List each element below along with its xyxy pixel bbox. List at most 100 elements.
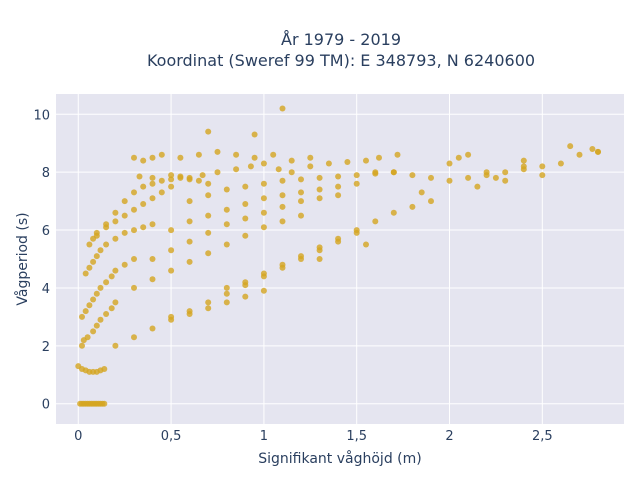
data-point-0-160 <box>344 159 351 165</box>
data-point-0-7 <box>101 366 108 372</box>
data-point-0-149 <box>177 173 184 180</box>
data-point-0-128 <box>372 169 379 176</box>
data-point-0-62 <box>205 180 212 187</box>
data-point-0-190 <box>140 157 147 164</box>
data-point-0-46 <box>140 201 147 207</box>
data-point-0-74 <box>168 267 175 274</box>
data-point-0-50 <box>93 232 100 239</box>
data-point-0-116 <box>223 284 230 291</box>
data-point-0-195 <box>214 148 221 155</box>
data-point-0-86 <box>223 221 230 228</box>
y-tick-label-0: 0 <box>42 398 50 413</box>
data-point-0-79 <box>260 224 267 231</box>
data-point-0-109 <box>279 177 286 184</box>
data-point-0-110 <box>298 176 304 183</box>
data-point-0-97 <box>242 201 249 207</box>
data-point-0-18 <box>82 308 89 315</box>
data-point-0-106 <box>223 186 230 193</box>
data-point-0-214 <box>101 400 108 407</box>
data-point-0-104 <box>186 198 193 205</box>
data-point-0-105 <box>205 192 212 199</box>
data-point-0-157 <box>288 169 295 176</box>
data-point-0-84 <box>186 238 193 245</box>
data-point-0-64 <box>131 334 137 341</box>
data-point-0-38 <box>149 221 156 228</box>
data-point-0-165 <box>186 308 193 315</box>
data-point-0-167 <box>223 290 230 297</box>
chart-title-line1: År 1979 - 2019 <box>281 30 401 49</box>
data-point-0-39 <box>86 241 93 248</box>
data-point-0-100 <box>298 189 304 196</box>
data-point-0-162 <box>376 154 382 161</box>
data-point-0-11 <box>90 328 97 335</box>
data-point-0-111 <box>316 174 323 181</box>
data-point-0-24 <box>108 273 115 280</box>
data-point-0-108 <box>260 180 267 187</box>
x-axis-ticks: 0 0,5 1 1,5 2 2,5 <box>74 429 553 444</box>
y-tick-label-2: 4 <box>42 282 50 297</box>
x-tick-label-3: 1,5 <box>346 429 367 444</box>
data-point-0-16 <box>112 299 119 306</box>
data-point-0-191 <box>149 154 156 161</box>
data-point-0-70 <box>242 293 249 300</box>
data-point-0-102 <box>335 183 342 190</box>
data-point-0-186 <box>418 189 425 196</box>
data-point-0-88 <box>260 209 267 216</box>
data-point-0-173 <box>335 238 342 245</box>
data-point-0-85 <box>205 229 212 236</box>
data-point-0-135 <box>502 169 509 176</box>
data-point-0-34 <box>112 235 119 242</box>
data-point-0-141 <box>520 157 527 164</box>
data-point-0-183 <box>520 163 527 170</box>
chart-title-line2: Koordinat (Sweref 99 TM): E 348793, N 62… <box>147 51 535 70</box>
data-point-0-171 <box>298 256 304 262</box>
data-point-0-83 <box>168 247 175 254</box>
data-point-0-168 <box>242 282 249 289</box>
x-tick-label-2: 1 <box>260 429 268 444</box>
y-axis-title: Vågperiod (s) <box>14 212 31 305</box>
data-point-0-94 <box>186 218 193 225</box>
data-point-0-166 <box>205 299 212 306</box>
x-tick-label-0: 0 <box>74 429 82 444</box>
data-point-0-113 <box>353 172 360 179</box>
data-point-0-87 <box>242 215 249 222</box>
data-point-0-72 <box>131 284 137 291</box>
data-point-0-95 <box>205 212 212 219</box>
data-point-0-13 <box>97 316 104 323</box>
x-tick-label-4: 2 <box>445 429 453 444</box>
data-point-0-98 <box>260 195 267 202</box>
data-point-0-155 <box>260 160 267 167</box>
data-point-0-196 <box>233 151 240 158</box>
data-point-0-81 <box>298 212 304 219</box>
data-point-0-185 <box>474 183 481 190</box>
data-point-0-193 <box>177 154 184 161</box>
data-point-0-99 <box>279 192 286 199</box>
data-point-0-194 <box>195 151 202 158</box>
data-point-0-61 <box>195 177 202 184</box>
plot-area <box>56 94 624 424</box>
data-point-0-28 <box>82 270 89 277</box>
data-point-0-36 <box>131 227 137 234</box>
data-point-0-12 <box>93 322 100 329</box>
data-point-0-161 <box>363 157 369 164</box>
y-axis-ticks: 0 2 4 6 8 10 <box>33 108 50 412</box>
data-point-0-55 <box>140 183 147 190</box>
data-point-0-37 <box>140 224 147 231</box>
data-point-0-53 <box>121 198 128 205</box>
data-point-0-170 <box>279 264 286 271</box>
data-point-0-112 <box>335 173 342 180</box>
data-point-0-43 <box>112 218 119 225</box>
data-point-0-33 <box>103 241 110 248</box>
data-point-0-187 <box>363 241 369 248</box>
data-point-0-192 <box>158 151 165 158</box>
data-point-0-175 <box>279 105 286 112</box>
data-point-0-31 <box>93 253 100 260</box>
data-point-0-22 <box>97 284 104 291</box>
data-point-0-130 <box>409 172 416 179</box>
data-point-0-179 <box>567 143 574 150</box>
data-point-0-63 <box>112 342 119 349</box>
data-point-0-75 <box>186 258 193 265</box>
data-point-0-124 <box>372 218 379 225</box>
data-point-0-103 <box>353 180 360 187</box>
